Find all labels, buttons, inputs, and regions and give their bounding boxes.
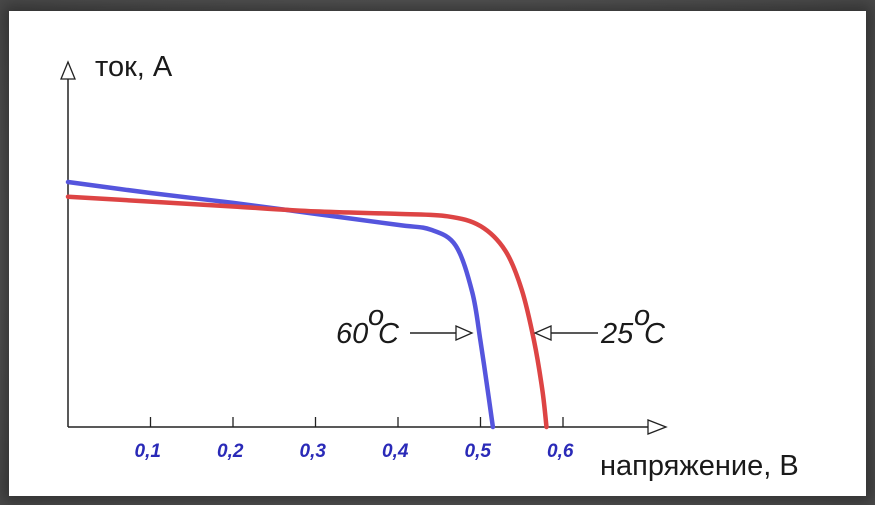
x-axis-label: напряжение, В bbox=[600, 450, 799, 482]
x-tick-label: 0,6 bbox=[547, 441, 574, 462]
y-axis-arrow-icon bbox=[60, 60, 76, 80]
x-tick-label: 0,4 bbox=[382, 441, 409, 462]
chart-card bbox=[9, 11, 866, 496]
x-tick-label: 0,5 bbox=[465, 441, 492, 462]
arrow-left-icon bbox=[533, 325, 552, 341]
annotation-degree: o bbox=[634, 300, 650, 332]
x-tick-label: 0,3 bbox=[300, 441, 327, 462]
annotation-unit: C bbox=[378, 318, 400, 350]
annotation-label: 25 bbox=[600, 318, 634, 350]
axes bbox=[60, 60, 668, 435]
y-axis-label: ток, А bbox=[95, 51, 173, 83]
annotation-unit: C bbox=[644, 318, 666, 350]
annotation-degree: o bbox=[368, 300, 384, 332]
series-line-60c bbox=[65, 179, 496, 430]
annotation-label: 60 bbox=[336, 318, 368, 350]
series-line-25c bbox=[65, 194, 549, 430]
series-layer bbox=[65, 179, 549, 430]
x-tick-label: 0,2 bbox=[217, 441, 244, 462]
x-tick-label: 0,1 bbox=[135, 441, 161, 462]
ticks-layer: 0,1 0,2 0,3 0,4 0,5 0,6 bbox=[135, 417, 574, 462]
arrow-right-icon bbox=[455, 325, 474, 341]
x-axis-arrow-icon bbox=[647, 419, 668, 435]
